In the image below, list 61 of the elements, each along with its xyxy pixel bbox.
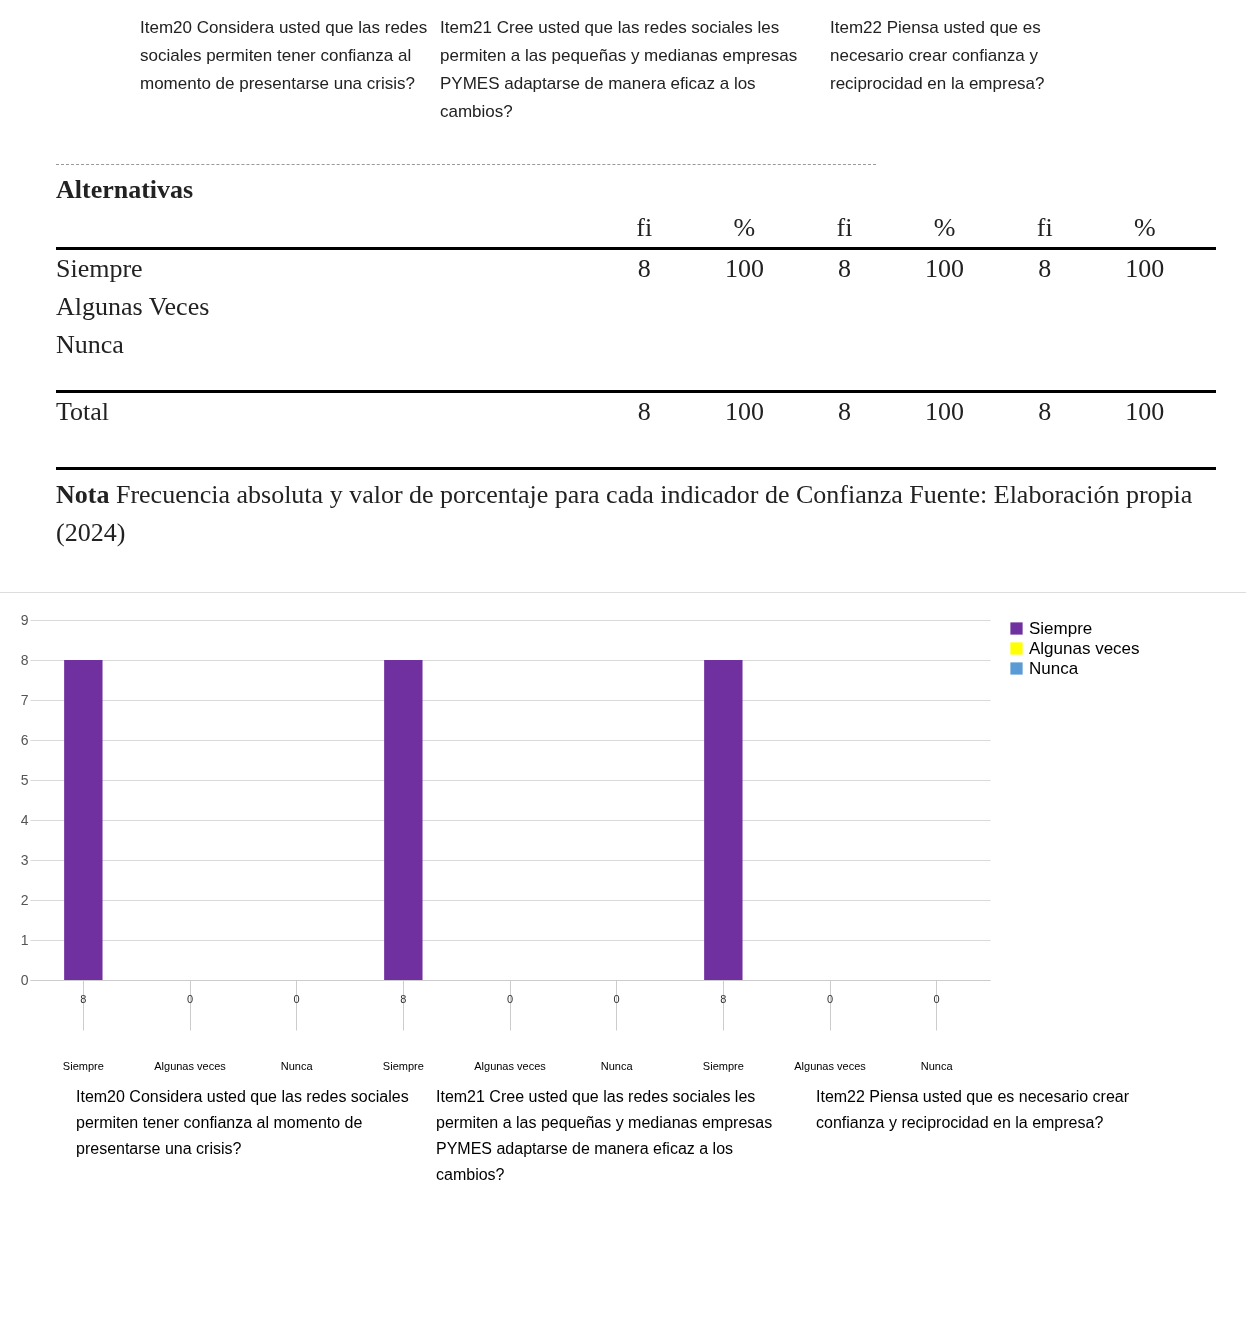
x-tick-label: Nunca	[600, 1059, 634, 1072]
x-tick-label: Siempre	[702, 1059, 744, 1072]
legend-label: Siempre	[1029, 618, 1093, 638]
data-label: 0	[826, 993, 834, 1005]
y-tick-label: 9	[20, 611, 29, 628]
y-tick-label: 1	[20, 931, 29, 948]
text: %	[732, 212, 757, 244]
data-label: 0	[506, 993, 514, 1005]
text: Item22 Piensa usted que es necesario crear confianza y reciprocidad en la empresa?	[816, 1087, 1131, 1133]
text: 8	[1037, 396, 1053, 428]
x-tick-label: Siempre	[62, 1059, 104, 1072]
text: Siempre	[56, 253, 144, 285]
data-label: 0	[613, 993, 620, 1005]
text: %	[932, 212, 957, 244]
text: Total	[56, 396, 111, 428]
y-tick-label: 4	[20, 811, 29, 828]
y-tick-label: 6	[20, 731, 29, 748]
y-tick-label: 2	[20, 891, 29, 908]
y-tick-label: 0	[20, 971, 29, 988]
text: fi	[1035, 212, 1054, 244]
y-tick-label: 5	[20, 771, 29, 788]
legend-label: Nunca	[1029, 658, 1079, 678]
x-tick-label: Nunca	[920, 1059, 954, 1072]
data-label: 0	[186, 993, 194, 1005]
data-label: 8	[400, 993, 407, 1005]
data-label: 8	[720, 993, 727, 1005]
x-tick-label: Algunas veces	[154, 1059, 227, 1072]
text: 100	[1124, 253, 1166, 285]
text: fi	[635, 212, 654, 244]
text: 8	[636, 396, 652, 428]
text: %	[1133, 212, 1157, 244]
text: 100	[723, 396, 765, 428]
y-tick-label: 3	[20, 851, 29, 868]
data-label: 0	[933, 993, 940, 1005]
x-tick-label: Nunca	[280, 1059, 314, 1072]
text: 8	[836, 396, 852, 428]
text: Algunas Veces	[56, 291, 211, 323]
text: Nunca	[56, 329, 125, 361]
text: 100	[924, 253, 966, 285]
text: 8	[636, 253, 652, 285]
text: Item21 Cree usted que las redes sociales les permiten a las pequeñas y medianas empresas PYMES adaptarse de manera eficaz a los cambios?	[440, 17, 799, 123]
text: Item20 Considera usted que las redes sociales permiten tener confianza al momento de presentarse una crisis?	[140, 17, 429, 95]
text: fi	[835, 212, 854, 244]
text: 8	[1037, 253, 1053, 285]
text: Alternativas	[56, 174, 195, 206]
text: Item20 Considera usted que las redes sociales permiten tener confianza al momento de presentarse una crisis?	[76, 1087, 410, 1159]
text: Nota	[56, 480, 110, 509]
x-tick-label: Algunas veces	[474, 1059, 547, 1072]
text: 100	[723, 253, 765, 285]
x-tick-label: Siempre	[382, 1059, 424, 1072]
text: 100	[1124, 396, 1166, 428]
text: 8	[836, 253, 852, 285]
y-tick-label: 7	[20, 691, 29, 708]
text: 100	[924, 396, 966, 428]
y-tick-label: 8	[20, 651, 29, 668]
data-label: 8	[80, 993, 87, 1005]
x-tick-label: Algunas veces	[794, 1059, 867, 1072]
text: Item21 Cree usted que las redes sociales les permiten a las pequeñas y medianas empresas PYMES adaptarse de manera eficaz a los cambios?	[436, 1087, 774, 1185]
legend-label: Algunas veces	[1029, 638, 1140, 658]
data-label: 0	[293, 993, 300, 1005]
text: Item22 Piensa usted que es necesario crear confianza y reciprocidad en la empresa?	[830, 17, 1046, 95]
